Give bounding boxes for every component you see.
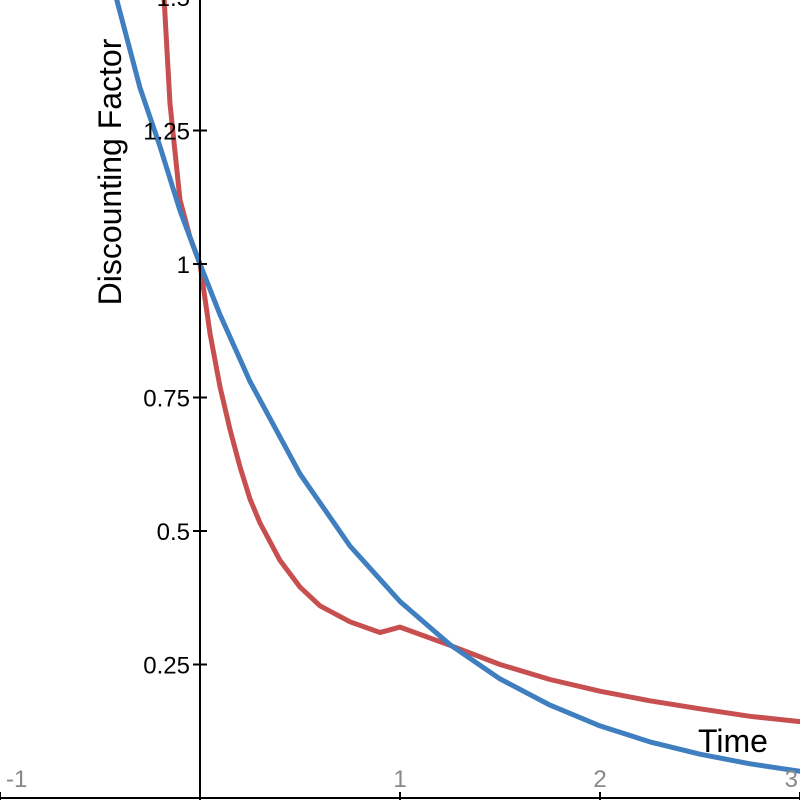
curves [114,0,800,774]
x-axis-label: Time [698,723,768,759]
x-tick-label-3: 3 [785,766,798,793]
y-tick-label-4: 1.25 [143,119,190,146]
y-axis-label: Discounting Factor [92,38,128,305]
y-tick-label-1: 0.5 [157,519,190,546]
y-tick-label-3: 1 [177,252,190,279]
series-1-line [114,0,800,774]
x-tick-label-1: 1 [393,766,406,793]
y-tick-label-0: 0.25 [143,653,190,680]
series-0-line [161,0,800,725]
x-tick-label-2: 2 [593,766,606,793]
y-tick-label-5: 1.5 [157,0,190,12]
x-tick-label-0: -1 [6,766,27,793]
y-tick-label-2: 0.75 [143,386,190,413]
